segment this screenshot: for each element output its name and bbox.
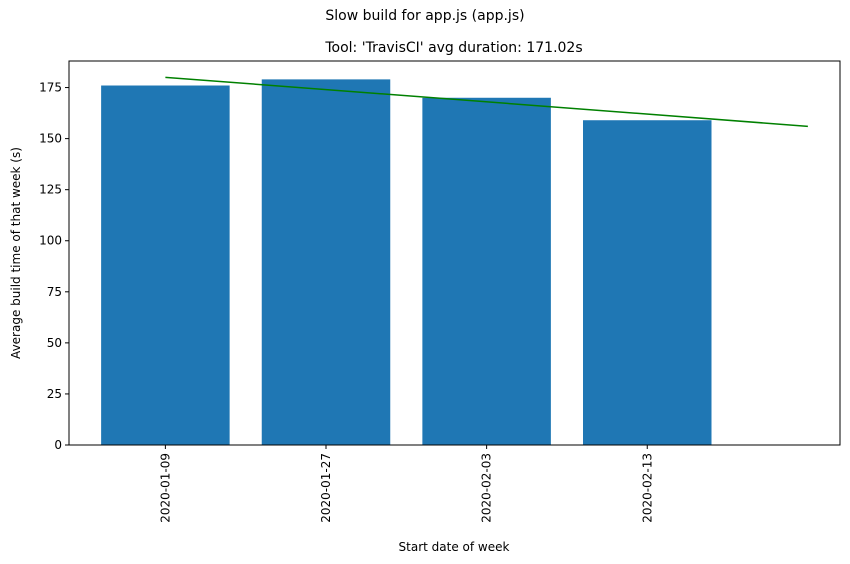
bar-2020-01-27 [261,79,391,445]
bar-2020-02-03 [422,97,551,445]
bar-2020-01-09 [101,85,230,446]
y-tick-label: 75 [47,285,62,299]
trend-line [165,76,808,128]
x-tick-label: 2020-01-09 [158,453,172,523]
y-tick-label: 25 [47,387,62,401]
figure-suptitle: Slow build for app.js (app.js) [325,8,525,24]
plot-area-frame [68,60,841,446]
y-tick-label: 175 [39,81,62,95]
x-axis-label: Start date of week [399,540,510,554]
y-tick-label: 50 [47,336,62,350]
y-axis-label: Average build time of that week (s) [9,147,23,359]
y-tick-label: 150 [39,132,62,146]
y-tick-label: 0 [54,438,62,452]
bar-2020-02-13 [583,120,712,445]
x-tick-label: 2020-02-03 [480,453,494,523]
x-tick-label: 2020-02-13 [640,453,654,523]
y-tick-label: 125 [39,183,62,197]
chart-title: Tool: 'TravisCI' avg duration: 171.02s [324,40,582,56]
x-tick-label: 2020-01-27 [319,453,333,523]
y-tick-label: 100 [39,234,62,248]
